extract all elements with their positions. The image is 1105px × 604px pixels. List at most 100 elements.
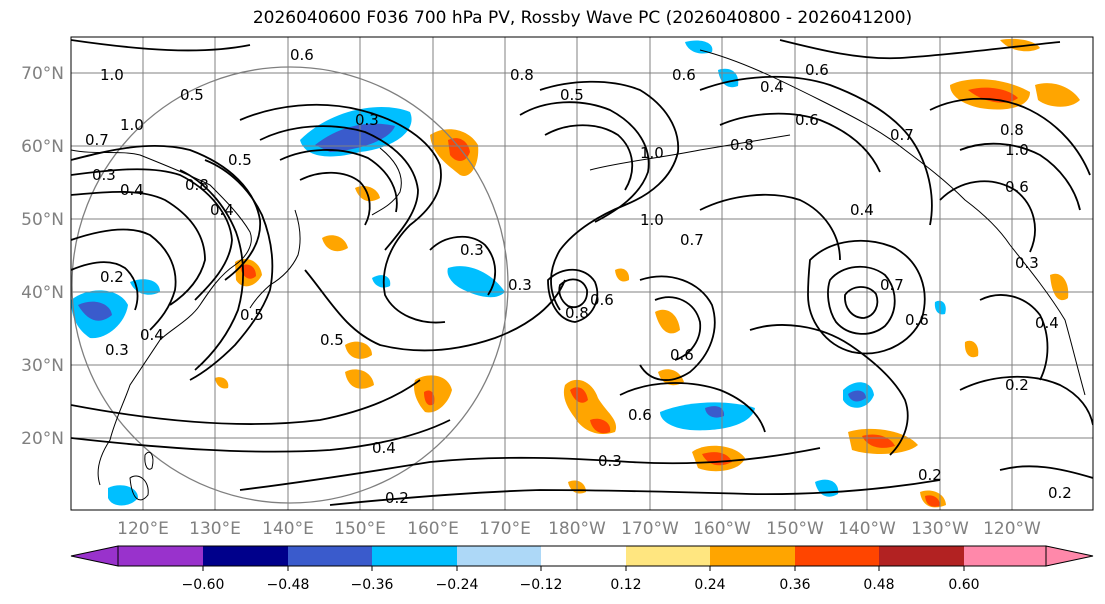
colorbar-extend-high (1045, 545, 1094, 567)
contour-label: 0.2 (918, 466, 942, 484)
lat-label: 20°N (21, 429, 64, 449)
positive-anomaly-patch (964, 340, 979, 358)
aleutian-coastline (589, 134, 791, 171)
lat-label: 70°N (21, 64, 64, 84)
colorbar-segment (879, 546, 964, 566)
contour-label: 0.2 (100, 268, 124, 286)
contour-label: 0.8 (510, 66, 534, 84)
positive-anomaly-patch (1035, 83, 1080, 107)
contour-label: 0.5 (228, 151, 252, 169)
pv-contour (749, 324, 909, 456)
pv-contour (71, 261, 139, 311)
lon-label: 140°E (262, 519, 314, 539)
pv-contour (71, 419, 451, 453)
colorbar-segment (626, 546, 710, 566)
pv-contour (179, 169, 244, 371)
pv-contour (827, 265, 896, 335)
kamchatka-coastline (371, 147, 402, 216)
contour-label: 0.4 (140, 326, 164, 344)
pv-contour (71, 228, 177, 331)
pv-contour (547, 268, 599, 323)
positive-anomaly-patch (615, 268, 630, 282)
contour-label: 0.5 (320, 331, 344, 349)
contour-label: 0.4 (210, 201, 234, 219)
contour-label: 0.2 (1048, 484, 1072, 502)
north-america-coastline (1009, 244, 1086, 396)
colorbar: −0.60 −0.48 −0.36 −0.24 −0.12 0.12 0.24 … (70, 545, 1094, 593)
pv-contour (699, 193, 841, 261)
pv-contour (699, 75, 933, 226)
pv-contour (71, 190, 206, 306)
pv-contour (304, 269, 566, 352)
pv-contour (939, 180, 1036, 253)
pv-contour (71, 145, 261, 281)
coastlines (71, 49, 1086, 501)
pv-contour (844, 286, 879, 319)
reference-circle (71, 66, 509, 504)
colorbar-extend-low (70, 545, 119, 567)
contour-label: 0.8 (185, 176, 209, 194)
contour-label: 0.6 (290, 46, 314, 64)
contour-label: 0.4 (850, 201, 874, 219)
map-frame (70, 36, 1094, 511)
colorbar-segment (118, 546, 203, 566)
contour-label: 1.0 (640, 211, 664, 229)
pv-contour (619, 382, 766, 433)
pv-contour (239, 103, 446, 324)
contour-label: 1.0 (100, 66, 124, 84)
colorbar-segment (710, 546, 795, 566)
positive-anomaly-patch (424, 390, 435, 406)
contour-label: 0.4 (120, 181, 144, 199)
latitude-labels: 70°N 60°N 50°N 40°N 30°N 20°N (21, 64, 64, 449)
colorbar-frame (117, 545, 1047, 567)
pv-contour (999, 465, 1093, 479)
contour-label: 0.6 (805, 61, 829, 79)
pv-contour (807, 239, 926, 355)
pv-contour (329, 479, 941, 506)
lon-label: 160°E (407, 519, 459, 539)
pv-contour (71, 39, 251, 52)
pv-contour (929, 97, 1091, 176)
contour-label: 0.8 (565, 304, 589, 322)
lat-label: 30°N (21, 356, 64, 376)
contour-label: 0.8 (1000, 121, 1024, 139)
contour-label: 0.3 (460, 241, 484, 259)
contour-label: 0.3 (92, 166, 116, 184)
pv-contour (259, 125, 419, 251)
contour-label: 0.3 (598, 452, 622, 470)
pv-contour (654, 296, 702, 361)
negative-anomaly-patch (685, 40, 713, 54)
colorbar-segment (372, 546, 457, 566)
colorbar-tick-label: 0.48 (863, 577, 894, 593)
negative-anomaly-patch (315, 123, 395, 152)
lon-label: 150°W (766, 519, 824, 539)
contour-label: 0.3 (508, 276, 532, 294)
contour-label: 0.6 (795, 111, 819, 129)
lon-label: 140°W (838, 519, 896, 539)
colorbar-segment (203, 546, 288, 566)
colorbar-tick-label: −0.24 (436, 577, 479, 593)
pv-contour (239, 447, 821, 491)
contour-labels: 0.6 0.6 1.0 0.5 0.5 1.0 0.7 0.8 0.7 0.3 … (85, 46, 1072, 507)
graticule (71, 37, 1093, 510)
negative-anomaly-patch (660, 402, 755, 431)
contour-label: 0.5 (240, 306, 264, 324)
pv-contour (979, 294, 1049, 381)
asia-coastline (71, 149, 252, 486)
pv-contour (71, 379, 421, 425)
colorbar-segment (795, 546, 879, 566)
contour-label: 0.3 (105, 341, 129, 359)
colorbar-tick-label: 0.12 (610, 577, 641, 593)
negative-anomaly-patch (108, 485, 138, 506)
contour-label: 0.6 (628, 406, 652, 424)
negative-anomaly-patch (372, 275, 391, 288)
colorbar-segment (964, 546, 1046, 566)
lat-label: 50°N (21, 210, 64, 230)
contour-label: 0.3 (1015, 254, 1039, 272)
lon-label: 150°E (334, 519, 386, 539)
positive-anomaly-patch (1050, 273, 1069, 301)
taiwan-coastline (144, 451, 154, 470)
lon-label: 130°E (189, 519, 241, 539)
colorbar-tick-label: −0.12 (520, 577, 563, 593)
contour-label: 1.0 (640, 144, 664, 162)
